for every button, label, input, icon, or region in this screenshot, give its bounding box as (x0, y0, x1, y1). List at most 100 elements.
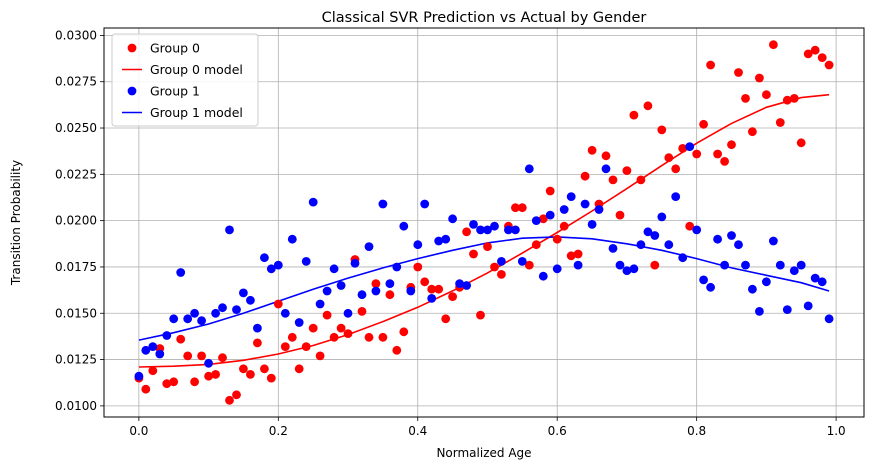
data-point (239, 288, 248, 298)
y-axis-label: Transition Probability (9, 160, 23, 286)
data-point (169, 314, 179, 324)
data-point (629, 110, 639, 120)
y-tick-label: 0.0225 (55, 167, 97, 181)
data-point (762, 90, 771, 100)
data-point (253, 323, 262, 333)
y-tick-label: 0.0150 (55, 306, 97, 320)
legend-label: Group 1 (150, 84, 200, 99)
data-point (692, 149, 702, 159)
data-point (552, 234, 562, 244)
x-tick-label: 0.2 (269, 424, 288, 438)
data-point (218, 303, 227, 313)
legend-box (111, 33, 259, 127)
x-axis-label: Normalized Age (436, 446, 531, 460)
data-point (803, 49, 813, 59)
data-point (260, 253, 269, 263)
data-point (232, 390, 241, 400)
legend-marker-swatch (127, 86, 137, 96)
data-point (517, 257, 527, 266)
data-point (517, 203, 527, 213)
y-axis: 0.0100 0.0125 0.0150 0.0175 0.0200 0.0225 0.02… (55, 28, 104, 413)
data-point (190, 377, 200, 387)
data-point (211, 308, 221, 318)
data-point (796, 138, 806, 148)
data-point (650, 260, 660, 270)
data-point (608, 175, 618, 185)
data-point (490, 221, 499, 231)
data-point (301, 342, 311, 351)
data-point (552, 264, 562, 274)
data-point (566, 192, 576, 202)
data-point (594, 205, 604, 214)
data-point (287, 234, 297, 244)
data-point (162, 331, 172, 340)
data-point (343, 308, 353, 318)
data-point (678, 144, 688, 153)
data-point (566, 251, 576, 261)
data-point (664, 240, 674, 250)
data-point (824, 314, 834, 324)
data-point (497, 257, 506, 266)
data-point (364, 242, 374, 252)
data-point (141, 345, 151, 355)
data-point (329, 264, 339, 274)
data-point (531, 216, 541, 226)
series-line-1 (138, 93, 830, 368)
data-point (420, 199, 430, 209)
data-point (273, 299, 283, 309)
data-point (699, 275, 708, 285)
x-tick-label: 0.8 (687, 424, 706, 438)
data-point (692, 225, 702, 235)
data-point (246, 295, 255, 305)
data-point (734, 240, 743, 250)
data-point (190, 308, 200, 318)
data-point (392, 262, 402, 272)
data-point (413, 262, 423, 272)
data-point (824, 60, 834, 70)
data-point (273, 260, 283, 270)
data-point (246, 370, 255, 379)
data-point (427, 284, 437, 294)
x-tick-label: 0.6 (548, 424, 567, 438)
data-point (643, 101, 653, 111)
data-point (176, 268, 186, 277)
data-point (413, 240, 423, 250)
data-point (211, 370, 221, 379)
data-point (378, 199, 388, 209)
data-point (441, 234, 451, 244)
data-point (817, 53, 827, 62)
data-point (148, 366, 158, 376)
legend-label: Group 0 (150, 41, 200, 56)
data-point (462, 227, 471, 237)
data-point (308, 323, 318, 333)
data-point (622, 266, 632, 276)
data-point (232, 305, 241, 314)
data-point (741, 94, 750, 103)
data-point (601, 151, 611, 161)
y-tick-label: 0.0175 (55, 260, 97, 274)
data-point (225, 225, 234, 235)
data-point (308, 197, 318, 207)
data-point (239, 364, 248, 374)
plot-frame (103, 27, 865, 418)
data-point (364, 332, 374, 342)
data-point (580, 199, 590, 209)
data-point (169, 377, 179, 387)
data-point (671, 164, 681, 174)
data-point (608, 244, 618, 253)
data-point (671, 192, 681, 202)
data-point (378, 332, 388, 342)
data-point (350, 258, 360, 268)
data-point (636, 175, 646, 185)
data-point (134, 371, 144, 381)
data-point (197, 316, 207, 326)
legend: Group 0 Group 0 model Group 1 Group 1 model (111, 33, 259, 127)
data-point (183, 351, 193, 361)
data-point (511, 225, 520, 235)
data-point (734, 68, 743, 77)
x-axis: 0.0 0.2 0.4 0.6 0.8 1.0 (129, 417, 846, 438)
data-point (755, 307, 764, 316)
y-tick-label: 0.0300 (55, 28, 97, 42)
data-point (545, 210, 555, 220)
